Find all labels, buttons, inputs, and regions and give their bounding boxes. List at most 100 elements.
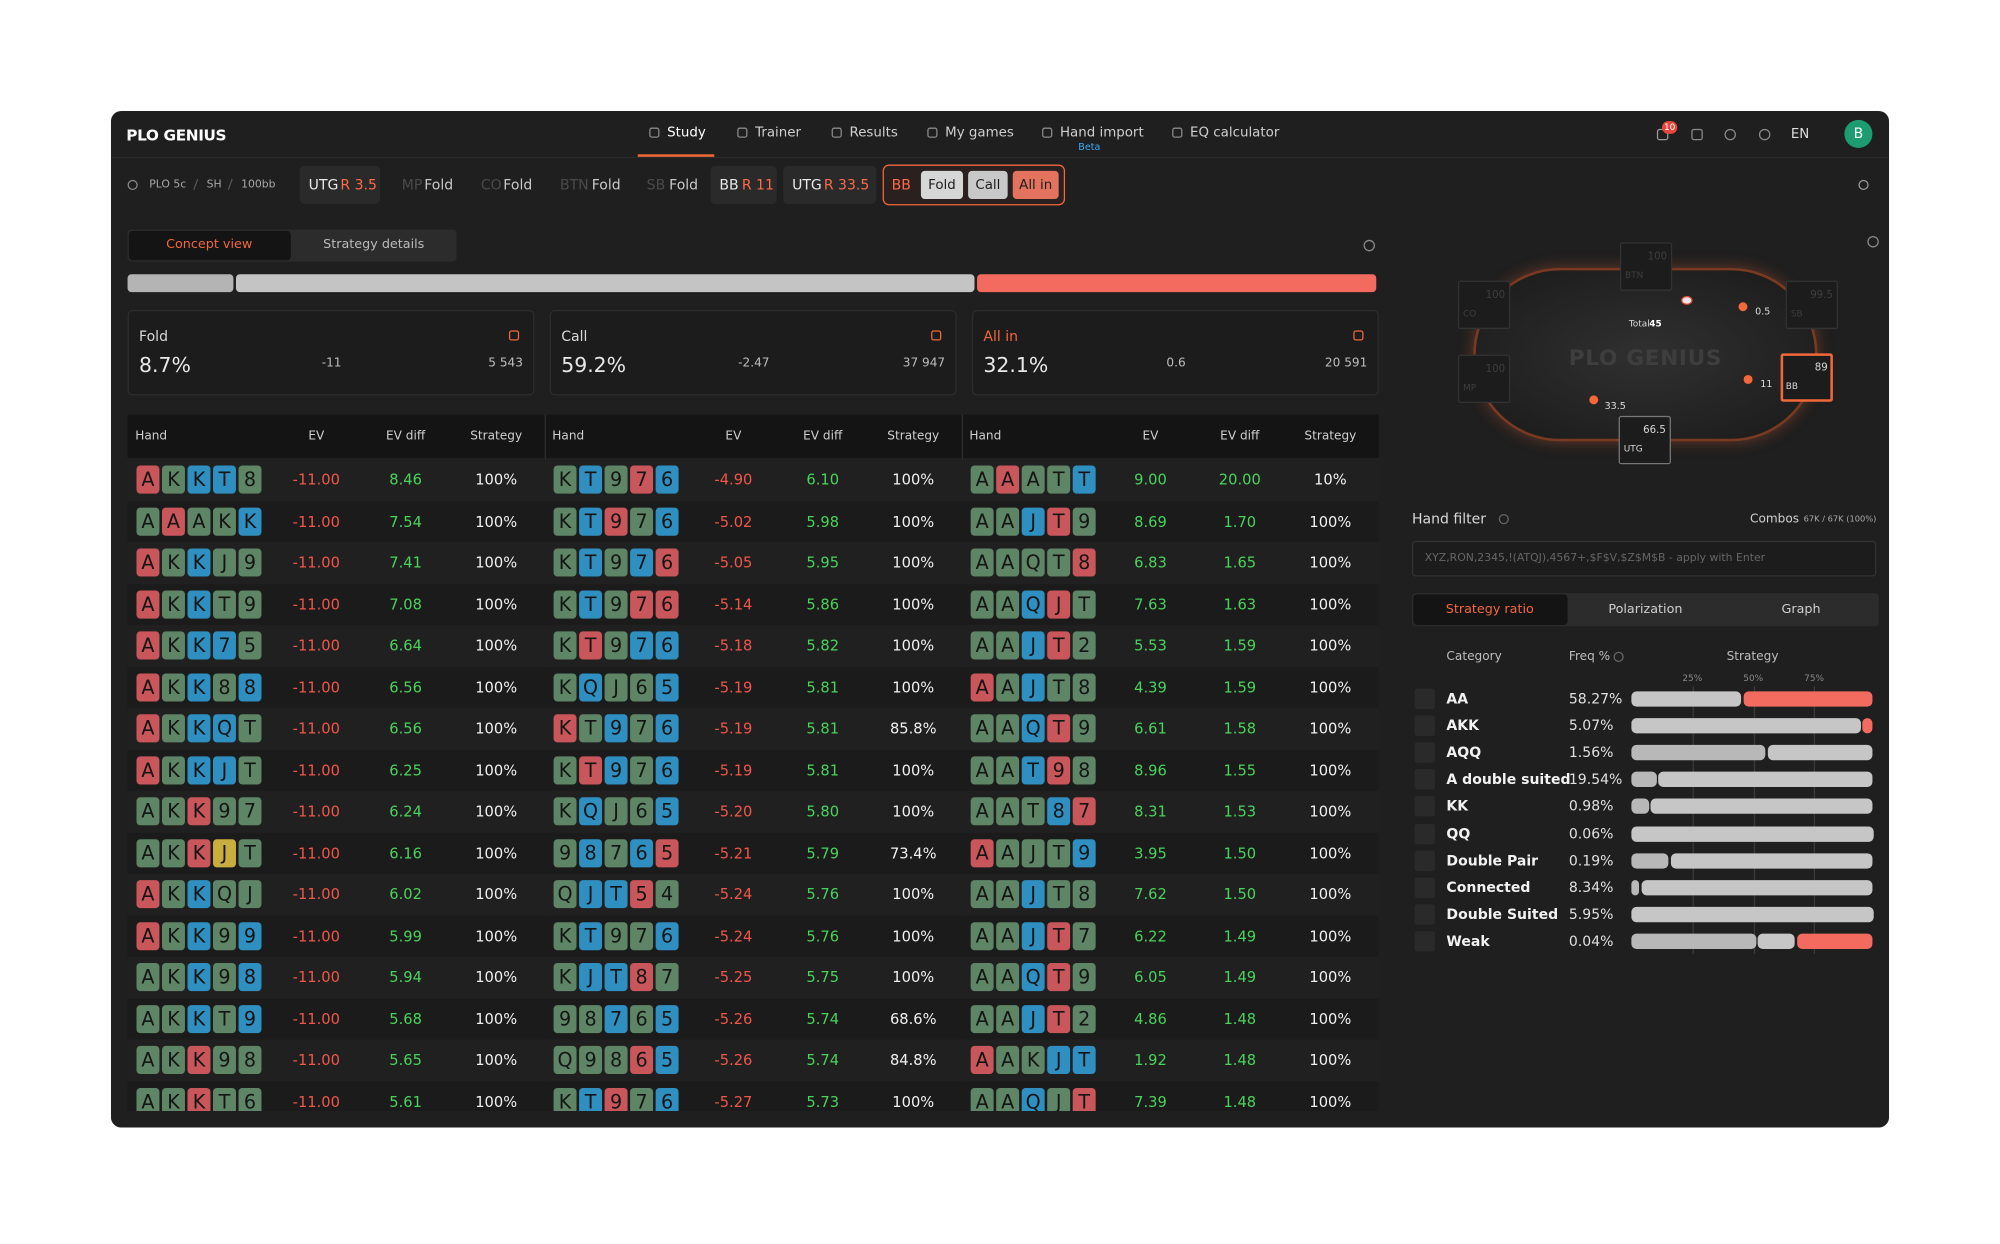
ev-diff: 5.99 bbox=[389, 927, 422, 945]
strategy: 100% bbox=[1309, 1010, 1352, 1028]
category-checkbox[interactable] bbox=[1414, 904, 1435, 925]
category-checkbox[interactable] bbox=[1414, 850, 1435, 871]
ev: -11.00 bbox=[292, 595, 340, 613]
nav-item[interactable]: EQ calculator bbox=[1190, 124, 1280, 141]
ev-diff: 5.81 bbox=[806, 678, 840, 696]
card: 9 bbox=[553, 1004, 577, 1034]
summary-combos: 37 947 bbox=[902, 356, 946, 371]
action-option[interactable]: All in bbox=[1012, 170, 1059, 199]
action-step[interactable] bbox=[710, 165, 777, 205]
strategy-bar-segment bbox=[1767, 745, 1874, 761]
strategy-bar-segment bbox=[1670, 852, 1874, 869]
card: 7 bbox=[630, 921, 654, 951]
card: 6 bbox=[655, 714, 679, 743]
ev-diff: 6.25 bbox=[389, 761, 422, 779]
category-checkbox[interactable] bbox=[1414, 715, 1435, 737]
strategy: 100% bbox=[475, 636, 518, 655]
view-tab[interactable]: Strategy details bbox=[323, 237, 425, 252]
category-freq: 1.56% bbox=[1568, 744, 1614, 762]
card: J bbox=[213, 838, 236, 868]
summary-name: All in bbox=[983, 328, 1019, 346]
step-action: R 3.5 bbox=[340, 176, 377, 194]
category-checkbox[interactable] bbox=[1414, 742, 1435, 763]
ev-diff: 1.59 bbox=[1223, 678, 1257, 696]
action-option[interactable]: Call bbox=[968, 170, 1008, 199]
card: 2 bbox=[1072, 631, 1096, 660]
table-row bbox=[127, 749, 1379, 792]
ratio-tab-active bbox=[1413, 594, 1568, 625]
nav-item[interactable]: Study bbox=[667, 124, 706, 141]
strategy: 100% bbox=[1309, 636, 1352, 655]
ev: -5.26 bbox=[714, 1010, 753, 1028]
strategy: 100% bbox=[1309, 968, 1352, 987]
filter-input[interactable] bbox=[1411, 540, 1877, 577]
category-checkbox[interactable] bbox=[1414, 769, 1435, 790]
card: K bbox=[213, 507, 236, 536]
card: K bbox=[161, 1046, 185, 1075]
card: A bbox=[996, 1046, 1020, 1075]
nav-item[interactable]: Trainer bbox=[755, 124, 802, 141]
action-step[interactable] bbox=[299, 165, 381, 205]
ev-diff: 5.74 bbox=[806, 1010, 840, 1028]
strategy: 100% bbox=[1309, 595, 1352, 613]
strategy: 100% bbox=[475, 470, 518, 489]
card: 6 bbox=[655, 590, 679, 619]
axis-tick-label: 50% bbox=[1743, 673, 1764, 684]
card: A bbox=[136, 590, 160, 619]
card: 8 bbox=[238, 1046, 262, 1075]
category-freq: 0.19% bbox=[1568, 852, 1614, 869]
card: T bbox=[579, 548, 603, 577]
summary-name: Fold bbox=[139, 328, 169, 346]
ratio-tab[interactable]: Strategy ratio bbox=[1445, 602, 1534, 617]
card: J bbox=[604, 797, 628, 826]
summary-card bbox=[971, 309, 1379, 396]
bet-amount: 33.5 bbox=[1604, 399, 1626, 412]
category-checkbox[interactable] bbox=[1414, 688, 1435, 710]
view-tab[interactable]: Concept view bbox=[166, 237, 253, 252]
nav-icon bbox=[649, 127, 660, 138]
category-checkbox[interactable] bbox=[1414, 930, 1435, 952]
bell-icon bbox=[1656, 128, 1668, 140]
card: A bbox=[996, 755, 1020, 785]
strategy-bar-segment bbox=[1641, 879, 1874, 896]
card: T bbox=[238, 755, 262, 785]
summary-combos: 20 591 bbox=[1324, 356, 1368, 371]
strategy: 100% bbox=[892, 512, 935, 530]
card: 7 bbox=[630, 714, 654, 743]
ev-diff: 1.65 bbox=[1223, 553, 1257, 572]
card: A bbox=[996, 838, 1020, 868]
ev-diff: 1.70 bbox=[1223, 512, 1257, 530]
card: T bbox=[1047, 921, 1071, 951]
ev: -5.25 bbox=[714, 968, 753, 987]
card: K bbox=[187, 838, 211, 868]
ratio-tab[interactable]: Graph bbox=[1781, 602, 1821, 617]
strategy: 100% bbox=[892, 968, 935, 987]
action-option[interactable]: Fold bbox=[920, 170, 964, 199]
ev: -11.00 bbox=[292, 553, 340, 572]
action-step[interactable] bbox=[783, 165, 877, 205]
category-checkbox[interactable] bbox=[1414, 823, 1435, 844]
card: K bbox=[187, 963, 211, 992]
help-icon bbox=[1723, 128, 1736, 140]
card: 9 bbox=[213, 797, 236, 826]
language-select[interactable]: EN bbox=[1790, 126, 1810, 142]
avatar[interactable]: B bbox=[1844, 119, 1873, 148]
ratio-tab[interactable]: Polarization bbox=[1608, 602, 1683, 617]
nav-item[interactable]: My games bbox=[945, 124, 1014, 141]
card: 8 bbox=[1072, 755, 1096, 785]
category-name: Connected bbox=[1446, 879, 1531, 896]
ev: -5.05 bbox=[714, 553, 753, 572]
strategy: 100% bbox=[892, 885, 935, 904]
column-header: EV bbox=[1142, 429, 1159, 444]
panel-settings-icon bbox=[1866, 235, 1879, 247]
card: 6 bbox=[630, 797, 654, 826]
nav-item[interactable]: Hand import bbox=[1059, 124, 1144, 141]
category-checkbox[interactable] bbox=[1414, 877, 1435, 898]
strategy-bar-segment bbox=[1631, 879, 1640, 896]
logo: PLO GENIUS bbox=[126, 126, 227, 145]
nav-item[interactable]: Results bbox=[849, 124, 898, 141]
category-checkbox[interactable] bbox=[1414, 796, 1435, 817]
category-name: Double Pair bbox=[1446, 852, 1539, 869]
strategy: 100% bbox=[892, 927, 935, 945]
step-position: MP bbox=[401, 176, 423, 194]
